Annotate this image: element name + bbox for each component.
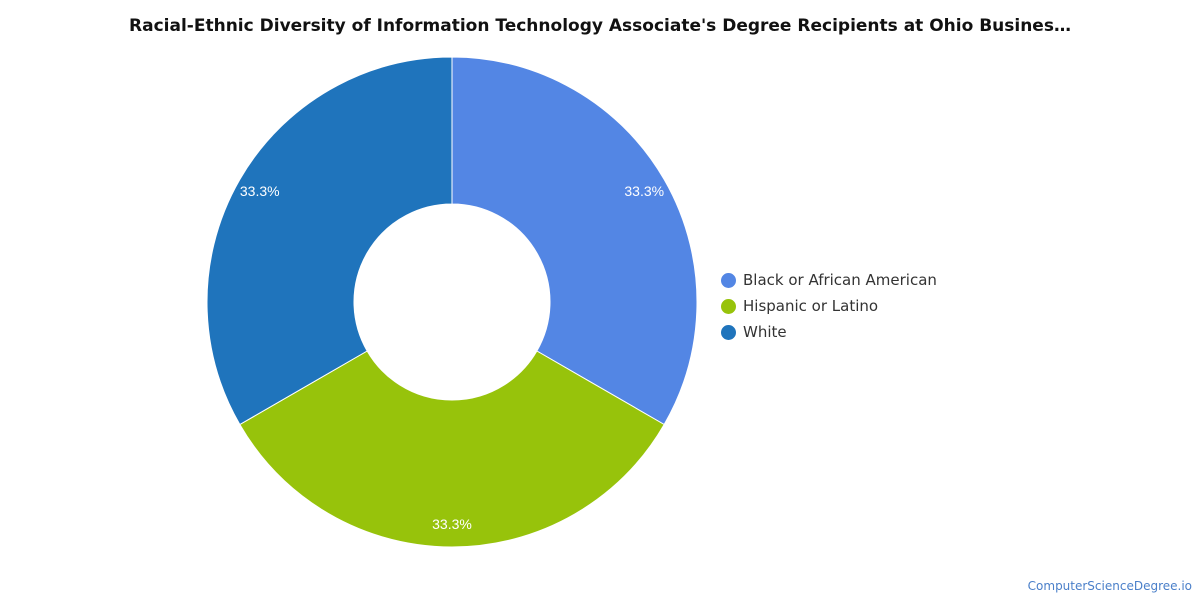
legend-swatch bbox=[721, 272, 736, 288]
slice-value-label: 33.3% bbox=[240, 183, 280, 199]
legend-item-hispanic-or-latino[interactable]: Hispanic or Latino bbox=[721, 293, 937, 319]
legend-item-black-or-african-american[interactable]: Black or African American bbox=[721, 267, 937, 293]
legend-swatch bbox=[721, 324, 736, 340]
donut-slice-white[interactable] bbox=[206, 56, 453, 426]
source-credit[interactable]: ComputerScienceDegree.io bbox=[1027, 579, 1192, 593]
slice-value-label: 33.3% bbox=[432, 516, 472, 532]
legend-swatch bbox=[721, 298, 736, 314]
donut-slice-black-or-african-american[interactable] bbox=[451, 56, 698, 426]
donut-slice-hispanic-or-latino[interactable] bbox=[239, 350, 665, 548]
slice-value-label: 33.3% bbox=[624, 183, 664, 199]
legend-item-white[interactable]: White bbox=[721, 319, 937, 345]
chart-title: Racial-Ethnic Diversity of Information T… bbox=[129, 16, 1071, 36]
chart-legend: Black or African American Hispanic or La… bbox=[721, 267, 937, 345]
legend-label: Hispanic or Latino bbox=[743, 297, 879, 315]
legend-label: White bbox=[743, 323, 787, 341]
legend-label: Black or African American bbox=[743, 271, 937, 289]
